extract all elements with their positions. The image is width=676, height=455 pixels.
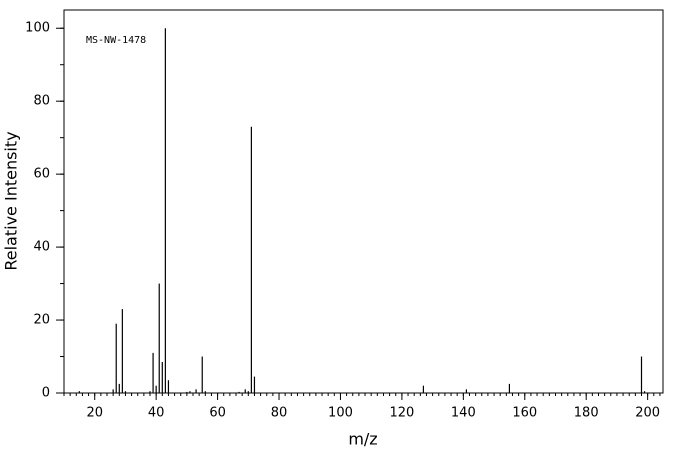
x-tick-label: 100 <box>328 406 353 421</box>
x-tick-label: 40 <box>148 406 165 421</box>
x-tick-label: 80 <box>271 406 288 421</box>
y-tick-label: 100 <box>25 21 50 36</box>
y-tick-label: 80 <box>33 94 50 109</box>
x-tick-label: 60 <box>209 406 226 421</box>
y-tick-label: 40 <box>33 240 50 255</box>
y-axis-label: Relative Intensity <box>2 131 21 270</box>
x-tick-label: 120 <box>389 406 414 421</box>
x-tick-label: 200 <box>635 406 660 421</box>
x-tick-label: 140 <box>451 406 476 421</box>
x-tick-label: 20 <box>86 406 103 421</box>
plot-frame <box>63 9 664 394</box>
y-tick-label: 20 <box>33 313 50 328</box>
x-tick-label: 160 <box>512 406 537 421</box>
x-axis-label: m/z <box>348 430 377 449</box>
y-tick-label: 60 <box>33 167 50 182</box>
y-tick-label: 0 <box>42 386 50 401</box>
annotation: MS-NW-1478 <box>86 35 146 46</box>
x-tick-label: 180 <box>574 406 599 421</box>
